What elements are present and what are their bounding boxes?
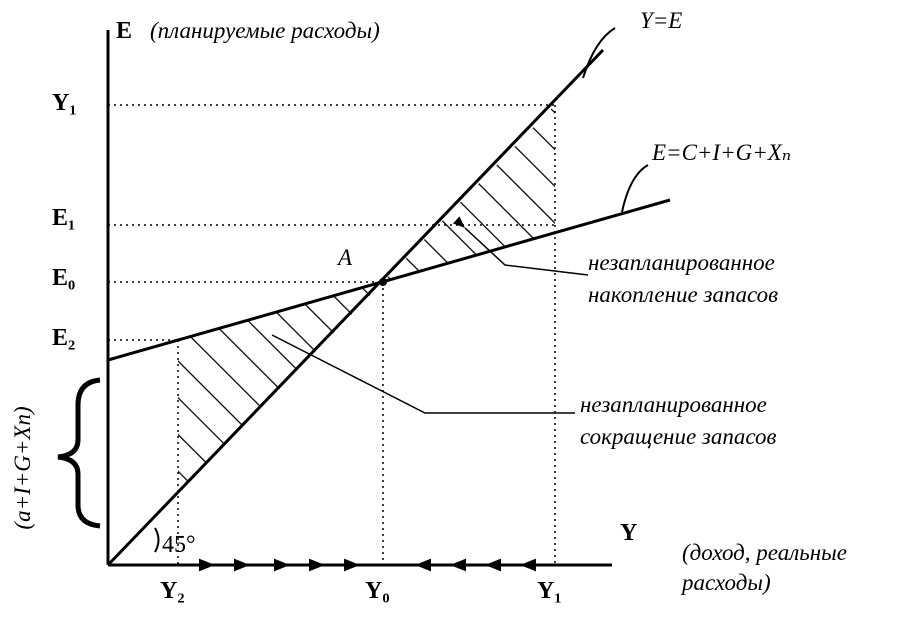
guides bbox=[108, 104, 556, 565]
line-expenditure bbox=[107, 198, 671, 362]
callout bbox=[271, 334, 575, 414]
angle-label: 45° bbox=[162, 532, 196, 558]
y-label: E₂ bbox=[52, 325, 75, 351]
line-label: Y=E bbox=[640, 8, 682, 33]
label-leader bbox=[582, 27, 616, 79]
accumulation-area bbox=[383, 105, 555, 282]
y-label: E₁ bbox=[52, 205, 75, 231]
equilibrium-point bbox=[379, 278, 387, 286]
autonomous-label: (a+I+G+Xn) bbox=[10, 406, 35, 529]
y-axis-caption: (планируемые расходы) bbox=[150, 18, 380, 43]
x-label: Y₂ bbox=[160, 578, 185, 604]
x-label: Y₁ bbox=[537, 578, 562, 604]
brace bbox=[57, 377, 101, 529]
x-axis-label: Y bbox=[620, 520, 637, 546]
callout bbox=[452, 216, 589, 276]
annotation: незапланированное bbox=[580, 392, 767, 417]
y-label: Y₁ bbox=[52, 90, 77, 116]
y-label: E₀ bbox=[52, 265, 75, 291]
annotation: сокращение запасов bbox=[580, 424, 777, 449]
x-axis-caption: (доход, реальные bbox=[682, 540, 847, 565]
line-label: E=C+I+G+Xₙ bbox=[651, 140, 791, 165]
point-label: A bbox=[336, 245, 353, 270]
angle-arc bbox=[154, 527, 160, 553]
annotation: накопление запасов bbox=[588, 282, 778, 307]
y-axis-label: E bbox=[116, 18, 132, 44]
label-leader bbox=[621, 164, 649, 213]
x-label: Y₀ bbox=[365, 578, 390, 604]
x-axis-caption: расходы) bbox=[680, 570, 771, 595]
annotation: незапланированное bbox=[588, 250, 775, 275]
line-y-equals-e bbox=[106, 48, 605, 567]
